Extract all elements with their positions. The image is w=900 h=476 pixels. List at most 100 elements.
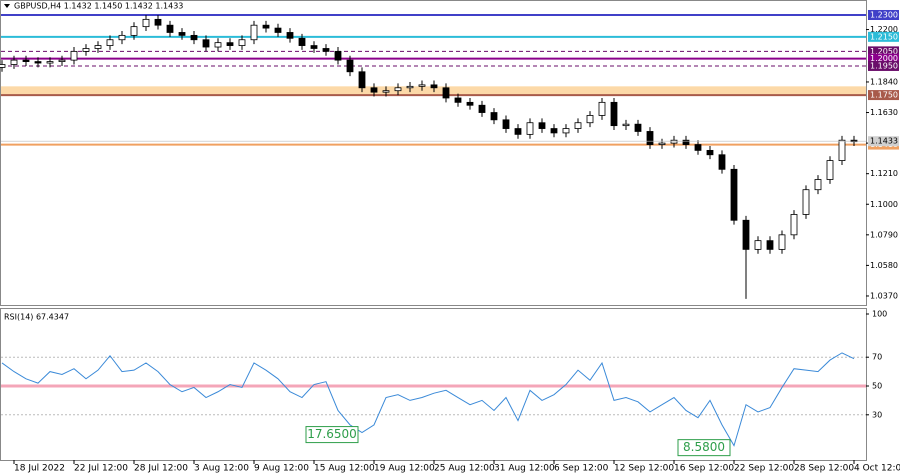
candle-body <box>358 71 366 89</box>
chart-title: GBPUSD,H4 1.1432 1.1450 1.1432 1.1433 <box>14 2 183 11</box>
x-tick-label: 22 Sep 12:00 <box>734 464 794 474</box>
candle-body <box>346 59 354 73</box>
candle-body <box>514 128 522 135</box>
level-label: 1.2050 <box>870 47 898 56</box>
candle-body <box>670 139 678 144</box>
candle-body <box>82 48 90 52</box>
x-tick-label: 4 Oct 12:00 <box>854 464 900 474</box>
candle-body <box>274 27 282 33</box>
level-label-box <box>868 90 899 101</box>
y-tick-label: 1.1210 <box>870 169 898 178</box>
candle-body <box>466 101 474 106</box>
rsi-title: RSI(14) 67.4347 <box>4 313 69 322</box>
x-tick-label: 22 Jul 12:00 <box>74 464 128 474</box>
candle-body <box>538 122 546 129</box>
level-label-box <box>868 46 899 57</box>
candle-body <box>706 149 714 156</box>
x-tick-label: 31 Aug 12:00 <box>494 464 555 474</box>
value-label-box <box>305 426 359 444</box>
value-label-box <box>677 439 731 457</box>
x-tick-label: 28 Sep 12:00 <box>794 464 854 474</box>
level-label: 1.1750 <box>870 91 898 100</box>
candle-body <box>826 160 834 180</box>
candle-body <box>694 144 702 151</box>
x-tick-label: 9 Aug 12:00 <box>254 464 309 474</box>
candle-body <box>118 34 126 41</box>
candle-body <box>718 154 726 170</box>
candle-body <box>10 59 18 65</box>
candle-body <box>58 59 66 62</box>
level-label: 1.2300 <box>870 10 898 19</box>
candle-body <box>262 24 270 29</box>
candle-body <box>370 87 378 93</box>
candle-body <box>634 123 642 132</box>
candle-body <box>646 131 654 145</box>
level-label-box <box>868 9 899 20</box>
x-tick-label: 6 Sep 12:00 <box>554 464 609 474</box>
candle-body <box>406 85 414 89</box>
candle-body <box>190 34 198 41</box>
candle-body <box>142 18 150 28</box>
y-tick-label: 1.1630 <box>870 108 898 117</box>
candle-body <box>202 39 210 48</box>
candle-body <box>322 48 330 52</box>
candle-body <box>754 240 762 250</box>
candle-body <box>34 61 42 64</box>
candle-body <box>490 112 498 121</box>
menu-arrow <box>4 4 10 8</box>
rsi-line <box>1 352 855 447</box>
candle-body <box>130 26 138 36</box>
candle-body <box>94 45 102 49</box>
level-label-box <box>868 60 899 71</box>
candle-body <box>298 37 306 46</box>
candle-body <box>226 42 234 46</box>
candle-body <box>598 101 606 116</box>
candle-body <box>550 128 558 134</box>
candle-body <box>622 123 630 127</box>
level-label: 1.2150 <box>870 32 898 41</box>
x-tick-label: 19 Aug 12:00 <box>374 464 435 474</box>
candle-body <box>502 119 510 129</box>
price-panel <box>0 0 867 306</box>
value-label: 17.6500 <box>307 427 357 441</box>
y-tick-label: 1.1840 <box>870 77 898 86</box>
x-tick-label: 12 Sep 12:00 <box>614 464 674 474</box>
x-tick-label: 15 Aug 12:00 <box>314 464 375 474</box>
y-tick-label: 1.1000 <box>870 200 898 209</box>
y-tick-label: 1.0370 <box>870 291 898 300</box>
candle-body <box>478 104 486 113</box>
candle-body <box>382 90 390 93</box>
candle-body <box>250 24 258 41</box>
candle-body <box>442 87 450 99</box>
candle-body <box>286 32 294 39</box>
y-tick-label: 100 <box>872 310 887 319</box>
candle-body <box>310 45 318 49</box>
candle-body <box>742 219 750 250</box>
x-tick-label: 28 Jul 12:00 <box>134 464 188 474</box>
candle-body <box>658 142 666 145</box>
candle-body <box>682 139 690 145</box>
candle-body <box>838 139 846 161</box>
level-label-box <box>868 53 899 64</box>
candle-body <box>778 234 786 250</box>
level-label-box <box>868 31 899 42</box>
candle-body <box>802 189 810 215</box>
candle-body <box>814 179 822 191</box>
last-price-label: 1.1433 <box>870 137 898 146</box>
y-tick-label: 1.0580 <box>870 261 898 270</box>
candle-body <box>22 59 30 62</box>
candle-body <box>46 61 54 64</box>
candle-body <box>214 42 222 48</box>
candle-body <box>454 97 462 103</box>
last-price-box <box>868 136 899 147</box>
candle-body <box>334 50 342 61</box>
candle-body <box>610 101 618 127</box>
candle-body <box>154 18 162 26</box>
x-tick-label: 25 Aug 12:00 <box>434 464 495 474</box>
y-tick-label: 1.2200 <box>870 25 898 34</box>
candle-body <box>238 39 246 46</box>
candle-body <box>430 84 438 89</box>
candle-body <box>70 50 78 61</box>
candle-body <box>586 115 594 124</box>
